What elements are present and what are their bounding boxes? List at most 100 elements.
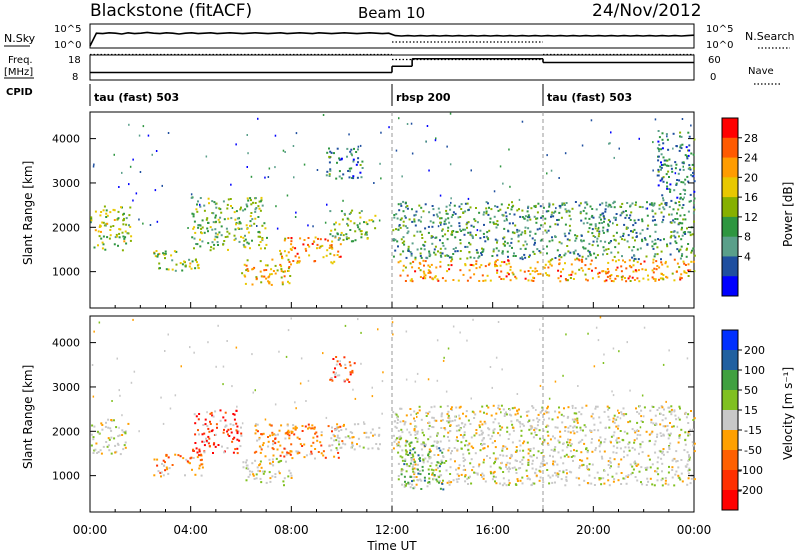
power-echo-region xyxy=(329,209,377,243)
velocity-echo-region xyxy=(330,422,381,451)
velocity-echo-region xyxy=(392,404,696,451)
date-title: 24/Nov/2012 xyxy=(592,1,702,21)
power-cbar-swatch xyxy=(722,177,738,198)
power-cbar-tick-label: 16 xyxy=(744,191,758,204)
vel-cbar-swatch xyxy=(722,390,738,411)
vel-cbar-swatch xyxy=(722,370,738,391)
velocity-echo-region xyxy=(242,457,293,487)
power-scatter xyxy=(90,112,695,232)
velocity-panel: 4000 3000 2000 1000 Slant Range [km] xyxy=(21,315,696,513)
vel-cbar-swatch xyxy=(722,330,738,351)
vel-cbar-swatch xyxy=(722,470,738,491)
nave-label: Nave xyxy=(748,66,774,77)
power-ytick-label: 2000 xyxy=(52,221,80,234)
nave-ytick: 60 xyxy=(708,55,721,66)
vel-cbar-tick-label: -50 xyxy=(744,444,762,457)
vel-cbar-tick-label: 100 xyxy=(744,364,765,377)
vel-cbar-swatch xyxy=(722,430,738,451)
power-ytick-label: 3000 xyxy=(52,177,80,190)
frequency-panel: 18 8 60 0 xyxy=(68,53,721,83)
noise-ytick: 10^5 xyxy=(54,24,81,35)
power-echo-region xyxy=(325,147,364,180)
power-cbar-swatch xyxy=(722,256,738,277)
nsky-label: N.Sky xyxy=(4,32,36,45)
power-panel: 4000 3000 2000 1000 Slant Range [km] xyxy=(21,111,696,309)
vel-cbar-tick-label: 50 xyxy=(744,384,758,397)
power-echo-region xyxy=(153,250,200,272)
velocity-echo-region xyxy=(397,449,696,487)
power-echo-region xyxy=(397,258,696,283)
power-cbar-swatch xyxy=(722,197,738,218)
power-echo-region xyxy=(241,258,292,286)
power-cbar-frame xyxy=(721,117,739,297)
noise-ytick-right: 10^0 xyxy=(706,40,733,51)
freq-unit-label: [MHz] xyxy=(4,67,33,78)
power-cbar-label: Power [dB] xyxy=(781,182,795,247)
time-tick-label: 12:00 xyxy=(375,523,410,537)
time-axis: 00:00 04:00 08:00 12:00 16:00 20:00 00:00 Time … xyxy=(73,523,712,553)
noise-ytick-right: 10^5 xyxy=(706,24,733,35)
velocity-ytick-label: 2000 xyxy=(52,425,80,438)
power-cbar-swatch xyxy=(722,236,738,257)
power-ytick-label: 4000 xyxy=(52,133,80,146)
time-tick-label: 20:00 xyxy=(576,523,611,537)
velocity-ytick-label: 4000 xyxy=(52,337,80,350)
power-cbar-tick-label: 4 xyxy=(744,250,751,263)
power-echo-region xyxy=(90,205,133,252)
vel-cbar-tick-label: -200 xyxy=(738,484,763,497)
power-echo-region xyxy=(656,130,696,206)
time-tick-label: 16:00 xyxy=(475,523,510,537)
freq-ytick: 8 xyxy=(72,72,78,83)
power-cbar-swatch xyxy=(722,276,738,297)
power-echo-region xyxy=(190,196,268,252)
velocity-scatter xyxy=(91,316,689,433)
nsky-series xyxy=(89,31,695,47)
power-echo-region xyxy=(392,200,696,261)
time-axis-label: Time UT xyxy=(366,539,417,553)
velocity-echo-region xyxy=(192,409,243,455)
power-ylabel: Slant Range [km] xyxy=(21,161,35,265)
time-tick-label: 04:00 xyxy=(173,523,208,537)
power-cbar-tick-label: 28 xyxy=(744,132,758,145)
noise-panel: 10^5 10^0 10^5 10^0 xyxy=(54,23,733,51)
cpid-segment-label: rbsp 200 xyxy=(396,91,451,104)
cpid-label: CPID xyxy=(6,87,33,98)
power-cbar-tick-label: 8 xyxy=(744,231,751,244)
power-cbar-tick-label: 12 xyxy=(744,211,758,224)
power-cbar-swatch xyxy=(722,137,738,159)
beam-title: Beam 10 xyxy=(358,4,425,22)
velocity-ytick-label: 3000 xyxy=(52,381,80,394)
vel-cbar-swatch xyxy=(722,450,738,471)
power-cbar-tick-label: 20 xyxy=(744,171,758,184)
vel-cbar-frame xyxy=(721,329,739,511)
power-ytick-label: 1000 xyxy=(52,266,80,279)
freq-ytick: 18 xyxy=(68,55,81,66)
freq-label: Freq. xyxy=(8,55,33,66)
velocity-echo-region xyxy=(90,418,130,456)
power-colorbar: 28 24 20 16 12 8 4 Power [dB] xyxy=(721,117,795,297)
velocity-ylabel: Slant Range [km] xyxy=(21,365,35,469)
power-cbar-tick-label: 24 xyxy=(744,152,758,165)
noise-ytick: 10^0 xyxy=(54,40,81,51)
nsearch-label: N.Search xyxy=(745,30,795,43)
power-cbar-swatch xyxy=(722,118,738,139)
vel-cbar-label: Velocity [m s⁻¹] xyxy=(781,367,795,460)
nave-ytick: 0 xyxy=(710,72,716,83)
time-tick-label: 00:00 xyxy=(677,523,712,537)
time-tick-label: 00:00 xyxy=(73,523,108,537)
vel-cbar-swatch xyxy=(722,350,738,371)
velocity-echo-region xyxy=(153,453,204,478)
cpid-segment-label: tau (fast) 503 xyxy=(94,91,179,104)
velocity-ytick-label: 1000 xyxy=(52,470,80,483)
vel-cbar-tick-label: 15 xyxy=(744,404,758,417)
vel-cbar-swatch xyxy=(722,490,738,511)
power-cbar-swatch xyxy=(722,216,738,238)
station-title: Blackstone (fitACF) xyxy=(90,1,252,21)
cpid-panel: tau (fast) 503 rbsp 200 tau (fast) 503 xyxy=(89,84,632,106)
vel-cbar-tick-label: -15 xyxy=(744,424,762,437)
power-cbar-swatch xyxy=(722,157,738,178)
vel-cbar-tick-label: -100 xyxy=(738,464,763,477)
power-echo-region xyxy=(279,236,342,265)
velocity-colorbar: 200 100 50 15 -15 -50 -100 -200 Velocity [m s⁻¹] xyxy=(721,329,795,511)
